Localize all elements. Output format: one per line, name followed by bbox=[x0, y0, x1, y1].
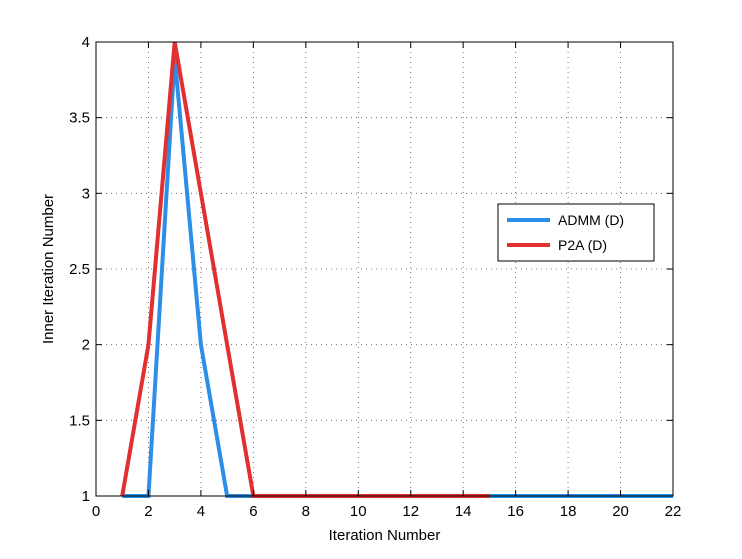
y-tick-label: 1.5 bbox=[69, 412, 90, 429]
x-tick-label: 8 bbox=[302, 503, 310, 520]
x-tick-label: 14 bbox=[455, 503, 472, 520]
y-tick-label: 3 bbox=[82, 185, 90, 202]
legend-entry-admm: ADMM (D) bbox=[558, 212, 624, 228]
grid bbox=[96, 42, 673, 496]
series-line-admm bbox=[122, 56, 673, 498]
y-tick-label: 1 bbox=[82, 488, 90, 505]
series-layer bbox=[120, 41, 673, 498]
x-tick-label: 0 bbox=[92, 503, 100, 520]
legend: ADMM (D) P2A (D) bbox=[497, 203, 655, 262]
x-tick-label: 6 bbox=[249, 503, 257, 520]
x-tick-label: 2 bbox=[144, 503, 152, 520]
legend-entry-p2a: P2A (D) bbox=[558, 237, 607, 253]
x-tick-label: 20 bbox=[612, 503, 629, 520]
x-tick-label: 16 bbox=[507, 503, 524, 520]
y-tick-label: 3.5 bbox=[69, 110, 90, 127]
y-tick-label: 4 bbox=[82, 34, 90, 51]
x-tick-label: 22 bbox=[665, 503, 682, 520]
axis-ticks: 0 2 4 6 8 10 12 14 16 18 20 22 1 1.5 2 2.5 3 3.5 4 bbox=[69, 34, 681, 520]
y-axis-label: Inner Iteration Number bbox=[40, 194, 57, 344]
legend-box bbox=[497, 203, 655, 262]
y-tick-label: 2.5 bbox=[69, 261, 90, 278]
x-axis-label: Iteration Number bbox=[329, 527, 441, 544]
y-tick-label: 2 bbox=[82, 337, 90, 354]
x-tick-label: 10 bbox=[350, 503, 367, 520]
x-tick-label: 12 bbox=[402, 503, 419, 520]
x-tick-label: 18 bbox=[560, 503, 577, 520]
x-tick-label: 4 bbox=[197, 503, 205, 520]
